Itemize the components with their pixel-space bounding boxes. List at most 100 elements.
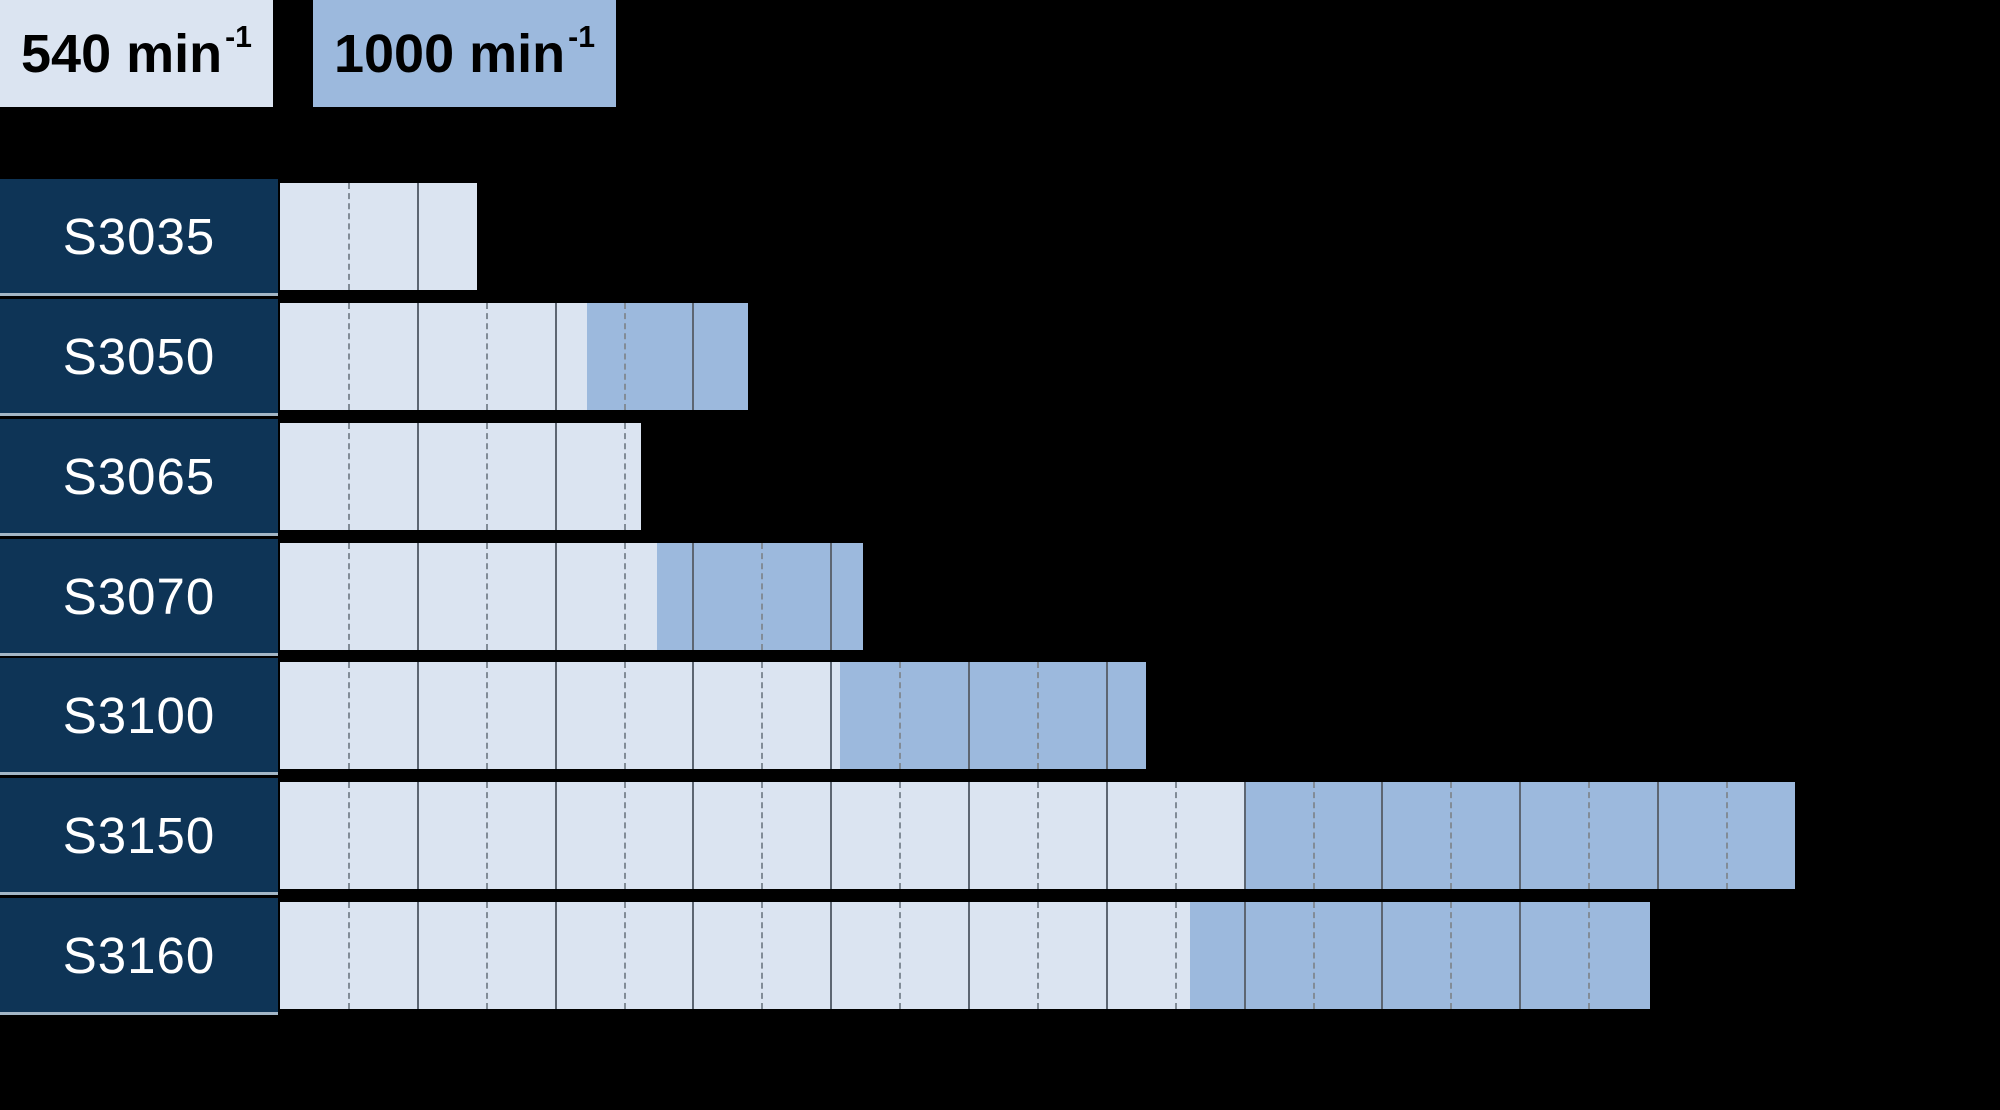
chart-row-s3150: S3150 bbox=[0, 778, 2000, 895]
major-gridline bbox=[1106, 662, 1108, 769]
category-label-s3160: S3160 bbox=[0, 898, 278, 1015]
chart-row-s3035: S3035 bbox=[0, 179, 2000, 296]
bar-s3150 bbox=[280, 782, 1795, 889]
minor-gridline bbox=[1450, 782, 1452, 889]
minor-gridline bbox=[899, 662, 901, 769]
major-gridline bbox=[692, 662, 694, 769]
minor-gridline bbox=[486, 543, 488, 650]
minor-gridline bbox=[348, 423, 350, 530]
major-gridline bbox=[1519, 902, 1521, 1009]
major-gridline bbox=[1106, 902, 1108, 1009]
minor-gridline bbox=[1588, 782, 1590, 889]
bar-s3070 bbox=[280, 543, 863, 650]
minor-gridline bbox=[899, 782, 901, 889]
major-gridline bbox=[1657, 782, 1659, 889]
major-gridline bbox=[555, 303, 557, 410]
minor-gridline bbox=[624, 543, 626, 650]
minor-gridline bbox=[348, 902, 350, 1009]
minor-gridline bbox=[348, 183, 350, 290]
bar-s3100 bbox=[280, 662, 1146, 769]
legend-label-540: 540 min bbox=[21, 23, 223, 84]
category-label-s3100: S3100 bbox=[0, 658, 278, 775]
minor-gridline bbox=[1037, 902, 1039, 1009]
minor-gridline bbox=[1313, 782, 1315, 889]
major-gridline bbox=[555, 782, 557, 889]
minor-gridline bbox=[1037, 782, 1039, 889]
minor-gridline bbox=[1037, 662, 1039, 769]
legend-item-540: 540 min -1 bbox=[0, 0, 273, 107]
minor-gridline bbox=[348, 543, 350, 650]
legend-item-1000: 1000 min -1 bbox=[313, 0, 616, 107]
major-gridline bbox=[417, 303, 419, 410]
bar-segment-540 bbox=[280, 423, 641, 530]
major-gridline bbox=[830, 543, 832, 650]
major-gridline bbox=[830, 902, 832, 1009]
major-gridline bbox=[692, 303, 694, 410]
major-gridline bbox=[1381, 782, 1383, 889]
bar-segment-540 bbox=[280, 183, 477, 290]
bar-s3035 bbox=[280, 183, 477, 290]
minor-gridline bbox=[1313, 902, 1315, 1009]
major-gridline bbox=[968, 902, 970, 1009]
legend-label-1000-exponent: -1 bbox=[568, 20, 596, 54]
major-gridline bbox=[968, 662, 970, 769]
minor-gridline bbox=[761, 902, 763, 1009]
chart-row-s3065: S3065 bbox=[0, 419, 2000, 536]
major-gridline bbox=[555, 902, 557, 1009]
chart-row-s3160: S3160 bbox=[0, 898, 2000, 1015]
bar-segment-1000 bbox=[840, 662, 1146, 769]
minor-gridline bbox=[1450, 902, 1452, 1009]
minor-gridline bbox=[486, 902, 488, 1009]
minor-gridline bbox=[486, 423, 488, 530]
major-gridline bbox=[417, 543, 419, 650]
major-gridline bbox=[692, 782, 694, 889]
bar-s3065 bbox=[280, 423, 641, 530]
major-gridline bbox=[830, 662, 832, 769]
major-gridline bbox=[1106, 782, 1108, 889]
chart-row-s3070: S3070 bbox=[0, 539, 2000, 656]
minor-gridline bbox=[761, 543, 763, 650]
minor-gridline bbox=[761, 662, 763, 769]
major-gridline bbox=[555, 543, 557, 650]
major-gridline bbox=[1519, 782, 1521, 889]
major-gridline bbox=[830, 782, 832, 889]
minor-gridline bbox=[486, 662, 488, 769]
chart-row-s3100: S3100 bbox=[0, 658, 2000, 775]
category-label-s3035: S3035 bbox=[0, 179, 278, 296]
minor-gridline bbox=[624, 902, 626, 1009]
bar-segment-540 bbox=[280, 662, 840, 769]
minor-gridline bbox=[624, 303, 626, 410]
minor-gridline bbox=[348, 303, 350, 410]
minor-gridline bbox=[348, 662, 350, 769]
category-label-s3150: S3150 bbox=[0, 778, 278, 895]
minor-gridline bbox=[1175, 902, 1177, 1009]
minor-gridline bbox=[761, 782, 763, 889]
bar-segment-1000 bbox=[657, 543, 863, 650]
major-gridline bbox=[417, 902, 419, 1009]
bar-segment-1000 bbox=[1190, 902, 1650, 1009]
major-gridline bbox=[417, 423, 419, 530]
bar-s3050 bbox=[280, 303, 748, 410]
bar-segment-1000 bbox=[587, 303, 748, 410]
category-label-s3070: S3070 bbox=[0, 539, 278, 656]
minor-gridline bbox=[348, 782, 350, 889]
category-label-s3065: S3065 bbox=[0, 419, 278, 536]
major-gridline bbox=[555, 662, 557, 769]
minor-gridline bbox=[1175, 782, 1177, 889]
chart-row-s3050: S3050 bbox=[0, 299, 2000, 416]
category-label-s3050: S3050 bbox=[0, 299, 278, 416]
bar-segment-540 bbox=[280, 303, 587, 410]
minor-gridline bbox=[1588, 902, 1590, 1009]
bar-s3160 bbox=[280, 902, 1650, 1009]
minor-gridline bbox=[1726, 782, 1728, 889]
major-gridline bbox=[1244, 782, 1246, 889]
legend-label-540-exponent: -1 bbox=[225, 20, 252, 54]
minor-gridline bbox=[624, 423, 626, 530]
bar-segment-540 bbox=[280, 543, 657, 650]
minor-gridline bbox=[624, 782, 626, 889]
major-gridline bbox=[692, 543, 694, 650]
major-gridline bbox=[968, 782, 970, 889]
major-gridline bbox=[417, 662, 419, 769]
major-gridline bbox=[1244, 902, 1246, 1009]
